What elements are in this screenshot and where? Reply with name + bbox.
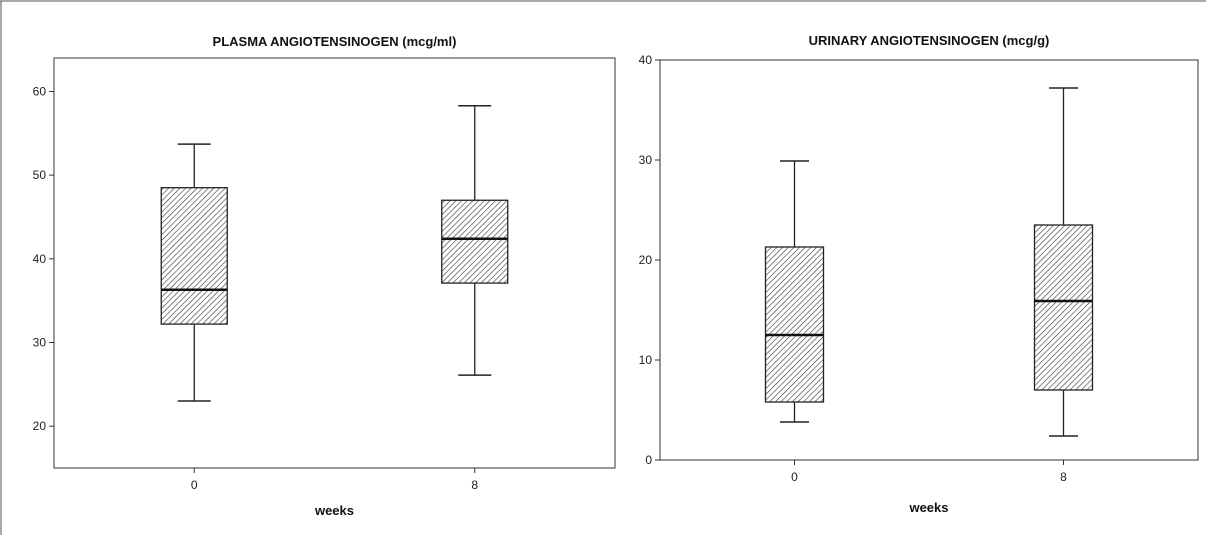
y-tick-label: 0: [645, 453, 652, 467]
y-tick-label: 30: [33, 335, 47, 349]
y-tick-label: 20: [33, 419, 47, 433]
y-tick-label: 40: [33, 252, 47, 266]
chart-panel-1: URINARY ANGIOTENSINOGEN (mcg/g) 0 10 20 30 40…: [639, 33, 1199, 515]
plot-area: [659, 59, 1199, 461]
iqr-box: [1033, 224, 1094, 391]
box-0: [160, 143, 228, 402]
x-tick-label: 8: [1060, 470, 1067, 484]
iqr-box: [441, 199, 509, 284]
x-axis-label: weeks: [908, 500, 948, 515]
x-tick-label: 8: [471, 478, 478, 492]
box-8: [1033, 87, 1094, 437]
x-axis-label: weeks: [314, 503, 354, 518]
x-tick-label: 0: [791, 470, 798, 484]
iqr-box: [160, 187, 228, 325]
chart-panel-0: PLASMA ANGIOTENSINOGEN (mcg/ml) 20 30 40 50 6…: [33, 34, 616, 518]
chart-title: URINARY ANGIOTENSINOGEN (mcg/g): [809, 33, 1050, 48]
y-tick-label: 20: [639, 253, 653, 267]
y-tick-label: 10: [639, 353, 653, 367]
y-tick-label: 30: [639, 153, 653, 167]
box-0: [764, 160, 825, 423]
x-tick-label: 0: [191, 478, 198, 492]
iqr-box: [764, 246, 825, 403]
y-tick-label: 50: [33, 168, 47, 182]
y-tick-label: 40: [639, 53, 653, 67]
box-8: [441, 104, 509, 376]
chart-title: PLASMA ANGIOTENSINOGEN (mcg/ml): [213, 34, 457, 49]
y-tick-label: 60: [33, 84, 47, 98]
plot-area: [53, 57, 616, 469]
